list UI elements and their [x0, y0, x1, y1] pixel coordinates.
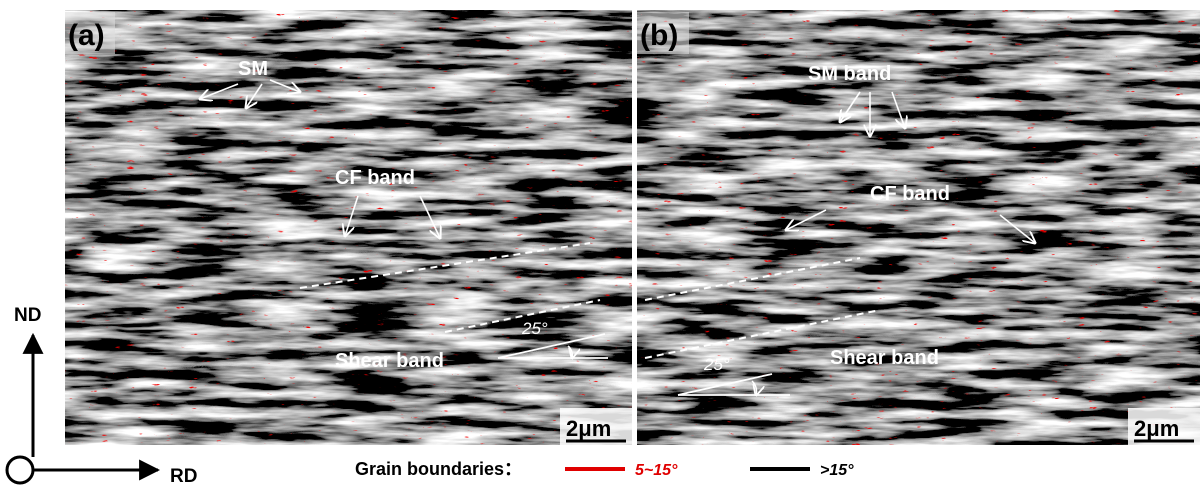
- annotation: CF band: [335, 167, 415, 189]
- angle-label: 25°: [703, 355, 730, 374]
- panel-b: (b) SM band CF band Shear band 25° 2μm: [637, 10, 1200, 445]
- scale-bar: 2μm: [1134, 416, 1179, 441]
- panel-label: (b): [640, 19, 678, 52]
- angle-label: 25°: [521, 319, 548, 338]
- axis-label: RD: [170, 466, 197, 485]
- legend: Grain boundaries： 5~15° >15°: [355, 459, 854, 479]
- panel-a: (a) SM CF band Shear band 25° 2μm: [65, 10, 632, 445]
- annotation: SM band: [808, 63, 891, 85]
- annotation: Shear band: [335, 350, 444, 372]
- annotation: SM: [238, 58, 268, 80]
- scale-bar: 2μm: [566, 416, 611, 441]
- micrograph-boundaries: [637, 10, 1200, 445]
- panel-label: (a): [68, 19, 105, 52]
- legend-label: >15°: [820, 462, 854, 479]
- axis-label: ND: [14, 305, 41, 326]
- legend-label: 5~15°: [635, 462, 678, 479]
- annotation: CF band: [870, 183, 950, 205]
- annotation: Shear band: [830, 347, 939, 369]
- figure: (a) SM CF band Shear band 25° 2μm (b) SM…: [0, 0, 1202, 485]
- legend-title: Grain boundaries：: [355, 459, 522, 479]
